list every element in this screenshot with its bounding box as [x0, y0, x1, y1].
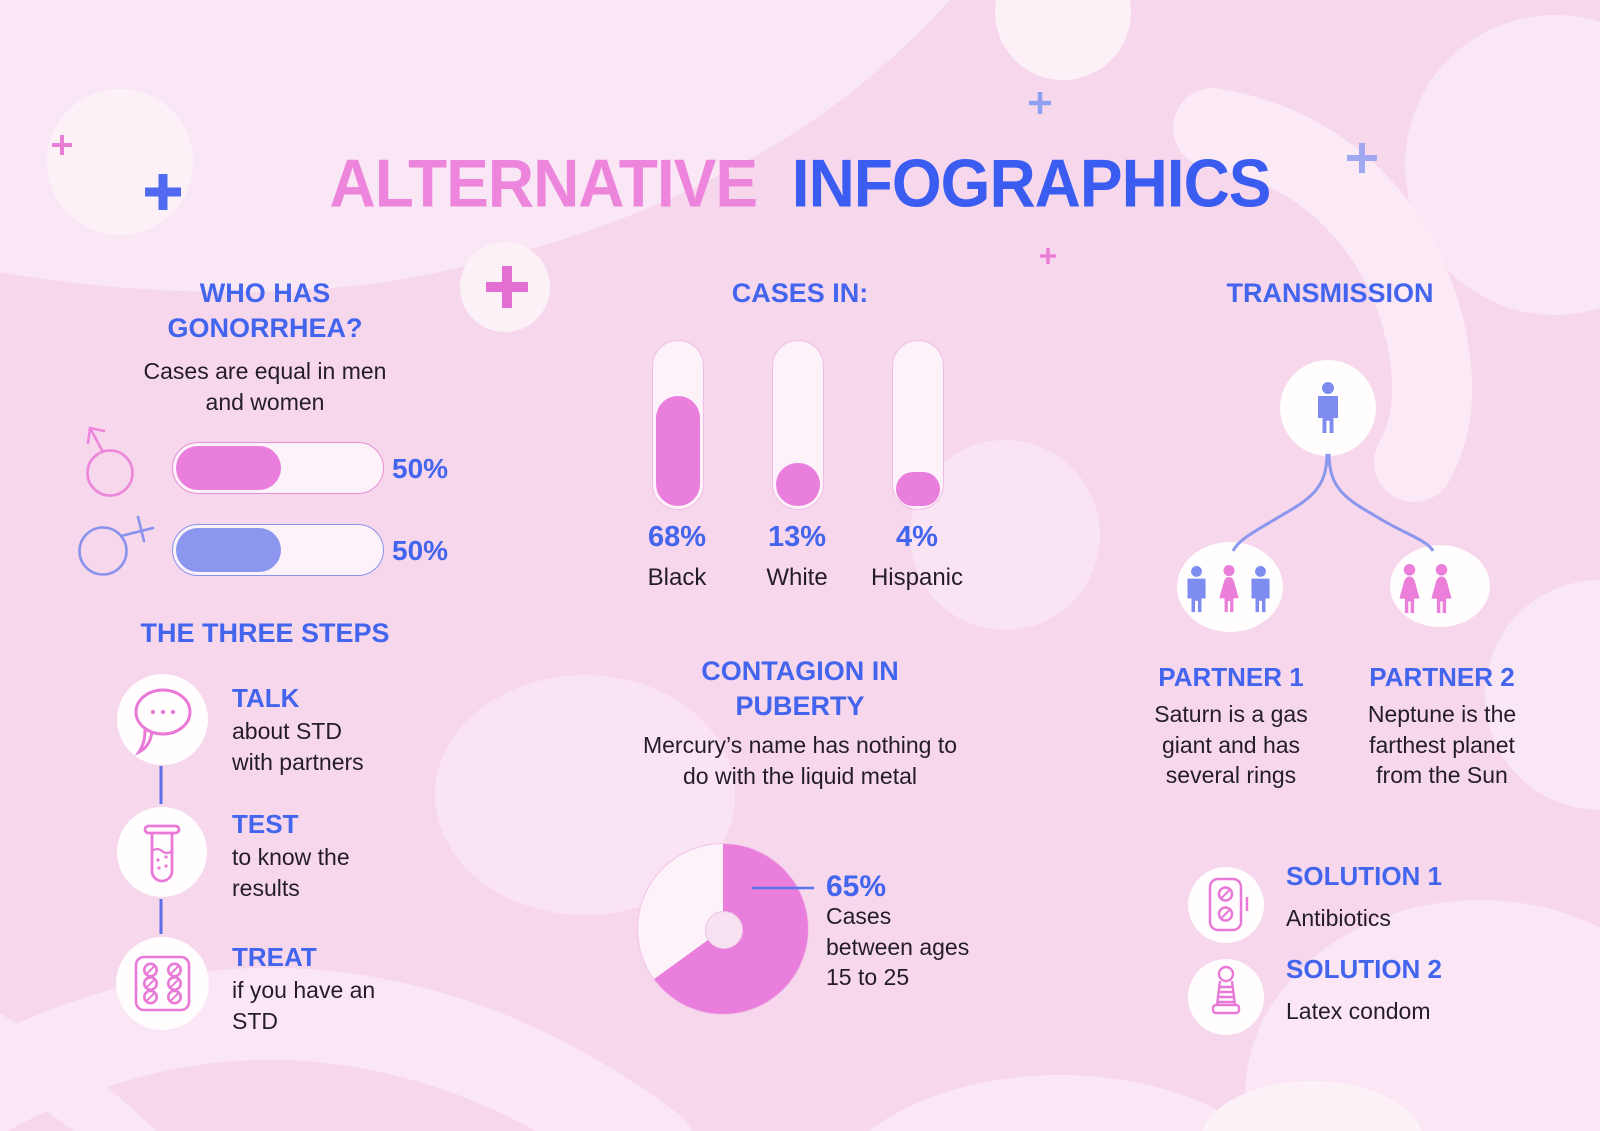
page-title: ALTERNATIVE INFOGRAPHICS — [0, 144, 1600, 222]
female-bar-fill — [176, 528, 281, 572]
partner2-desc: Neptune is the farthest planet from the … — [1367, 701, 1517, 789]
solution2-desc: Latex condom — [1286, 998, 1431, 1024]
step-test-title: TEST — [232, 809, 299, 839]
bar-fill-hispanic — [896, 472, 940, 506]
solution1-desc: Antibiotics — [1286, 905, 1391, 931]
solution1-circle — [1188, 867, 1264, 943]
solution2-title: SOLUTION 2 — [1286, 954, 1443, 984]
male-bar-fill — [176, 446, 281, 490]
contagion-subtext: Mercury’s name has nothing to do with th… — [642, 732, 958, 789]
bar-track-hispanic — [892, 340, 944, 510]
cases-heading: CASES IN: — [731, 278, 869, 308]
step-treat-title: TREAT — [232, 942, 317, 972]
step-test-desc: to know the results — [232, 844, 350, 901]
partner1-desc: Saturn is a gas giant and has several ri… — [1154, 701, 1308, 789]
step-talk-desc: about STD with partners — [232, 718, 364, 775]
bar-label-white: White — [766, 564, 828, 591]
who-heading: WHO HAS GONORRHEA? — [167, 278, 363, 344]
bar-fill-black — [656, 395, 700, 506]
page-title-part1: ALTERNATIVE — [329, 144, 758, 222]
transmission-heading: TRANSMISSION — [1226, 278, 1434, 308]
step-test-circle — [117, 807, 207, 897]
contagion-heading: CONTAGION IN PUBERTY — [701, 656, 899, 722]
bar-label-black: Black — [647, 564, 707, 591]
step-treat-circle — [116, 937, 209, 1030]
bar-track-black — [652, 340, 704, 510]
partner1-title: PARTNER 1 — [1158, 662, 1304, 692]
partner1-group-circle — [1177, 542, 1283, 632]
donut-chart — [637, 843, 809, 1015]
female-bar-track — [172, 524, 384, 576]
solution2-circle — [1188, 959, 1264, 1035]
male-bar-track — [172, 442, 384, 494]
bar-value-black: 68% — [647, 521, 707, 553]
partner2-group-circle — [1390, 545, 1490, 627]
donut-value: 65% — [826, 870, 887, 903]
transmission-source-circle — [1280, 360, 1376, 456]
step-talk-title: TALK — [232, 683, 300, 713]
step-treat-desc: if you have an STD — [232, 977, 376, 1034]
donut-caption: Cases between ages 15 to 25 — [826, 903, 970, 991]
donut-hole — [705, 911, 743, 949]
plus-icon — [52, 92, 1377, 308]
male-bar-value: 50% — [392, 453, 449, 484]
step-talk-circle — [117, 674, 208, 765]
bar-value-white: 13% — [767, 521, 827, 553]
page-title-part2: INFOGRAPHICS — [791, 144, 1272, 222]
who-subtext: Cases are equal in men and women — [143, 358, 387, 415]
steps-heading: THE THREE STEPS — [140, 618, 390, 648]
bar-fill-white — [776, 463, 820, 506]
bar-track-white — [772, 340, 824, 510]
female-bar-value: 50% — [392, 535, 449, 566]
bar-value-hispanic: 4% — [896, 521, 938, 553]
bar-label-hispanic: Hispanic — [870, 564, 964, 591]
partner2-title: PARTNER 2 — [1369, 662, 1515, 692]
solution1-title: SOLUTION 1 — [1286, 861, 1443, 891]
